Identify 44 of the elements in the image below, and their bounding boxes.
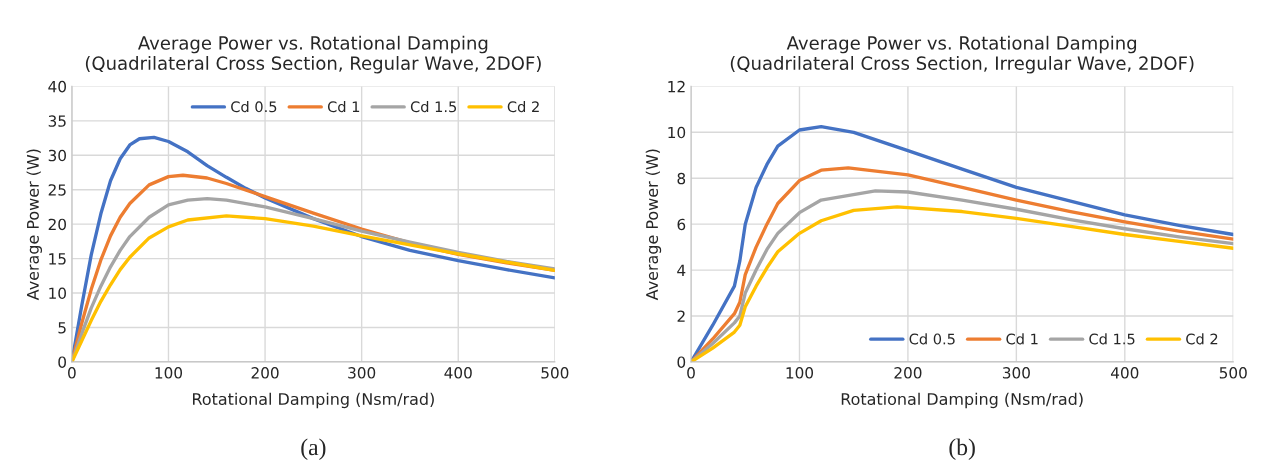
x-tick-label: 400 bbox=[1110, 367, 1139, 379]
x-axis-title: Rotational Damping (Nsm/rad) bbox=[841, 392, 1083, 409]
chart-title: Average Power vs. Rotational Damping (Quadrilateral Cross Section, Regular Wave, 2DOF) bbox=[85, 35, 541, 74]
x-tick-label: 300 bbox=[348, 367, 376, 379]
legend-label: Cd 1 bbox=[1006, 333, 1038, 345]
x-tick-label: 200 bbox=[251, 367, 279, 379]
y-tick-label: 40 bbox=[48, 80, 66, 93]
y-tick-label: 8 bbox=[677, 172, 686, 185]
y-axis-title: Average Power (W) bbox=[26, 149, 43, 301]
y-tick-label: 0 bbox=[677, 356, 686, 368]
x-tick-label: 300 bbox=[1002, 367, 1030, 379]
chart-title: Average Power vs. Rotational Damping (Quadrilateral Cross Section, Irregular Wave, 2DOF) bbox=[730, 35, 1194, 74]
x-tick-label: 0 bbox=[687, 367, 695, 379]
legend-label: Cd 1 bbox=[327, 100, 360, 113]
text: (b) bbox=[949, 438, 975, 460]
y-tick-label: 10 bbox=[49, 287, 66, 300]
y-tick-label: 5 bbox=[58, 322, 66, 334]
y-tick-label: 12 bbox=[668, 80, 685, 93]
y-tick-label: 2 bbox=[677, 310, 685, 322]
x-tick-label: 400 bbox=[444, 367, 472, 379]
y-tick-label: 6 bbox=[677, 218, 686, 231]
y-tick-label: 0 bbox=[58, 356, 66, 368]
legend-label: Cd 1.5 bbox=[410, 100, 457, 113]
x-axis-title: Rotational Damping (Nsm/rad) bbox=[193, 392, 434, 409]
legend-label: Cd 2 bbox=[507, 100, 539, 113]
legend-label: Cd 2 bbox=[1186, 333, 1218, 345]
y-axis-title: Average Power (W) bbox=[645, 149, 662, 301]
y-tick-label: 20 bbox=[48, 218, 66, 231]
y-tick-label: 4 bbox=[677, 264, 686, 276]
text: (a) bbox=[301, 438, 326, 460]
x-tick-label: 500 bbox=[541, 367, 569, 379]
x-tick-label: 100 bbox=[155, 367, 183, 379]
legend-label: Cd 1.5 bbox=[1089, 333, 1135, 345]
y-tick-label: 10 bbox=[668, 126, 686, 139]
x-tick-label: 500 bbox=[1219, 367, 1247, 379]
y-tick-label: 25 bbox=[48, 184, 66, 196]
y-tick-label: 35 bbox=[48, 115, 66, 127]
x-tick-label: 200 bbox=[894, 367, 922, 379]
y-tick-label: 15 bbox=[49, 253, 66, 265]
legend-label: Cd 0.5 bbox=[909, 333, 955, 345]
y-tick-label: 30 bbox=[48, 149, 66, 162]
legend-label: Cd 0.5 bbox=[231, 100, 277, 113]
x-tick-label: 100 bbox=[786, 367, 814, 379]
x-tick-label: 0 bbox=[68, 367, 76, 379]
